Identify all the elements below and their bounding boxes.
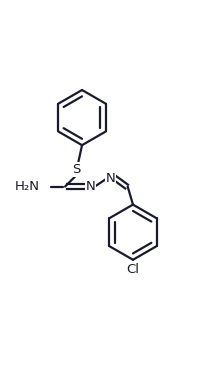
Text: S: S <box>72 163 81 176</box>
Text: H₂N: H₂N <box>15 180 40 193</box>
Text: N: N <box>86 180 95 193</box>
Text: N: N <box>106 171 115 184</box>
Text: Cl: Cl <box>126 263 140 276</box>
